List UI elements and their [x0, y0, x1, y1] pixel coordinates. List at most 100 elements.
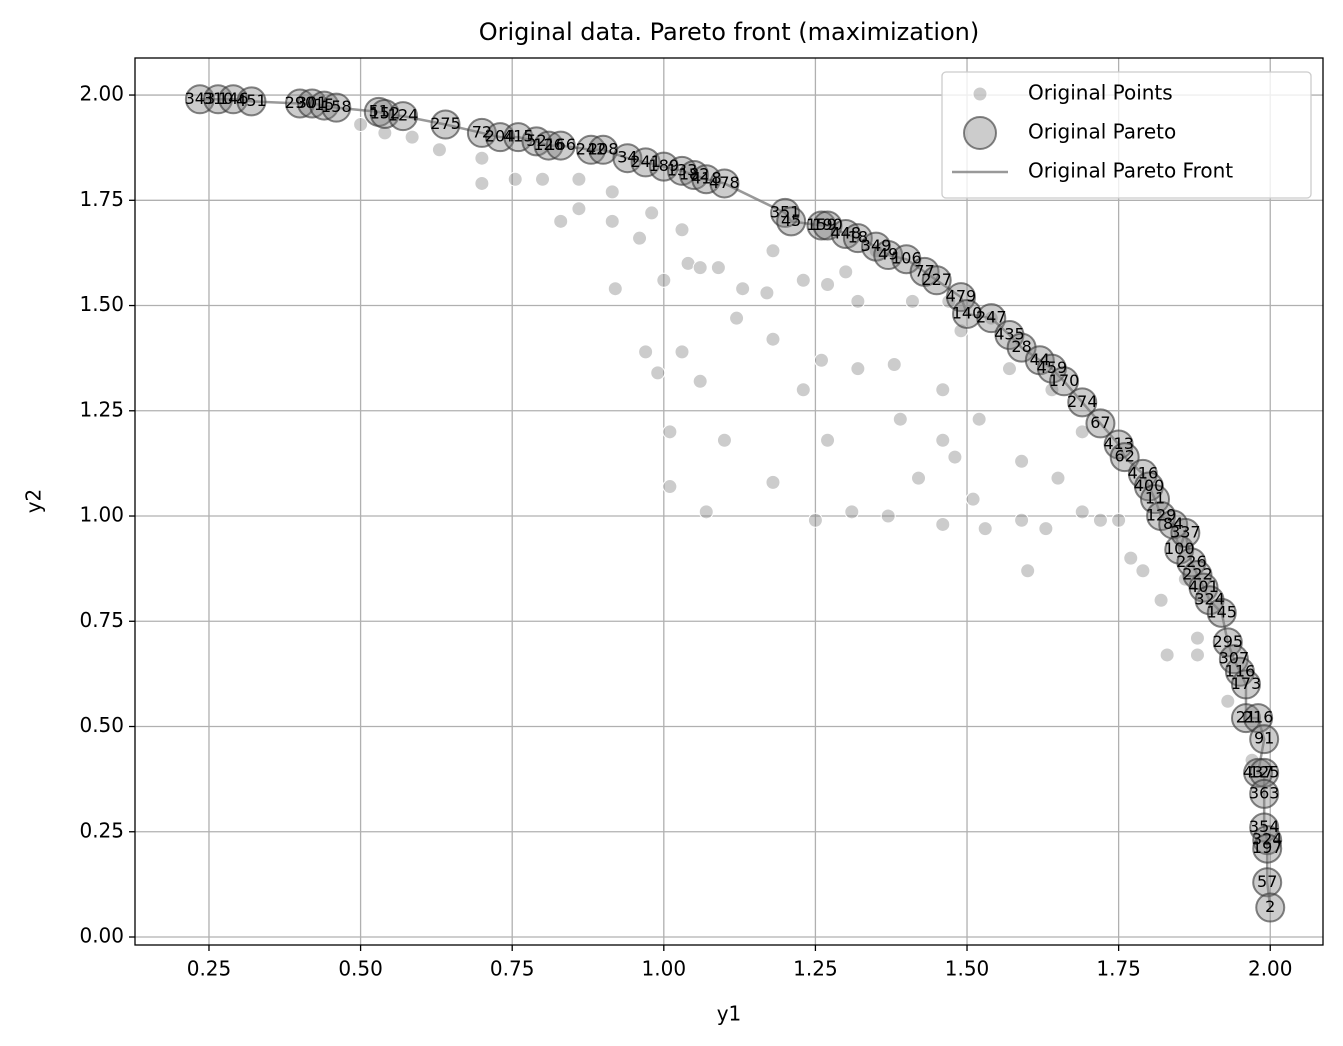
pareto-point-label: 247 [976, 308, 1007, 327]
pareto-point [388, 101, 419, 132]
pareto-point-label: 166 [545, 135, 576, 154]
legend-label: Original Points [1028, 81, 1173, 105]
pareto-point-label: 416 [1128, 463, 1159, 482]
pareto-point-label: 208 [588, 139, 619, 158]
pareto-point-label: 310 [203, 89, 234, 108]
pareto-point [830, 218, 861, 249]
pareto-point-label: 44 [1030, 350, 1050, 369]
pareto-point [430, 109, 461, 140]
original-point [650, 365, 666, 381]
pareto-point-label: 274 [1067, 392, 1098, 411]
original-point [759, 285, 775, 301]
original-point [971, 411, 987, 427]
original-point [735, 281, 751, 297]
x-tick-label: 1.25 [793, 957, 838, 981]
pareto-point [236, 86, 267, 117]
legend-label: Original Pareto Front [1028, 159, 1233, 183]
pareto-point-label: 401 [1188, 577, 1219, 596]
pareto-point [630, 147, 661, 178]
pareto-point-label: 28 [1011, 337, 1031, 356]
y-tick-label: 1.75 [79, 187, 124, 211]
pareto-point-label: 159 [806, 215, 837, 234]
original-point [692, 373, 708, 389]
original-point [604, 184, 620, 200]
pareto-point [297, 88, 328, 119]
pareto-point [691, 164, 722, 195]
pareto-point [648, 151, 679, 182]
x-tick-label: 1.00 [642, 957, 687, 981]
pareto-point [776, 206, 807, 237]
x-axis-label: y1 [717, 1002, 742, 1026]
x-tick-label: 2.00 [1248, 957, 1293, 981]
original-point [1014, 512, 1030, 528]
pareto-point-label: 204 [485, 127, 516, 146]
original-point [911, 470, 927, 486]
original-point [1153, 592, 1169, 608]
pareto-point-label: 72 [472, 122, 492, 141]
pareto-point-label: 100 [1164, 539, 1195, 558]
original-point [404, 129, 420, 145]
pareto-point [921, 265, 952, 296]
pareto-point-label: 324 [1252, 830, 1283, 849]
y-tick-label: 1.50 [79, 292, 124, 316]
pareto-point-label: 290 [285, 93, 316, 112]
pareto-point-label: 363 [1249, 783, 1280, 802]
pareto-point-label: 479 [946, 287, 977, 306]
y-axis-label: y2 [22, 489, 46, 514]
original-point [935, 382, 951, 398]
pareto-point-label: 190 [812, 215, 843, 234]
original-point [892, 411, 908, 427]
x-tick-label: 0.50 [338, 957, 383, 981]
original-point [1189, 630, 1205, 646]
pareto-point-label: 106 [891, 249, 922, 268]
pareto-point-label: 413 [1103, 434, 1134, 453]
original-point [571, 171, 587, 187]
original-point [965, 491, 981, 507]
pareto-point [1206, 597, 1237, 628]
original-point [710, 260, 726, 276]
pareto-point [1194, 585, 1225, 616]
pareto-point-label: 216 [1243, 708, 1274, 727]
y-tick-label: 0.75 [79, 608, 124, 632]
chart-title: Original data. Pareto front (maximizatio… [479, 18, 980, 46]
pareto-point-label: 418 [691, 169, 722, 188]
pareto-point [873, 240, 904, 271]
original-point [1001, 361, 1017, 377]
pareto-point [321, 92, 352, 123]
y-tick-label: 0.00 [79, 924, 124, 948]
pareto-point-label: 435 [994, 325, 1025, 344]
pareto-point-label: 57 [1257, 872, 1277, 891]
y-tick-label: 0.25 [79, 818, 124, 842]
pareto-point-label: 116 [1225, 661, 1256, 680]
original-point [844, 504, 860, 520]
pareto-point-label: 91 [1254, 729, 1274, 748]
y-tick-label: 1.25 [79, 397, 124, 421]
legend-marker [963, 116, 997, 150]
pareto-point-label: 84 [1163, 514, 1183, 533]
legend: Original Points Original Pareto Original P… [941, 71, 1312, 199]
pareto-point-label: 133 [667, 160, 698, 179]
pareto-point [545, 130, 576, 161]
grid [135, 58, 1323, 945]
pareto-point-label: 226 [1176, 552, 1207, 571]
pareto-point [309, 90, 340, 121]
original-point [765, 474, 781, 490]
y-tick-label: 2.00 [79, 82, 124, 106]
pareto-point-label: 49 [878, 245, 898, 264]
original-point [644, 205, 660, 221]
pareto-point [842, 223, 873, 254]
original-point [674, 222, 690, 238]
pareto-point [1255, 892, 1286, 923]
original-point [656, 272, 672, 288]
legend-box [941, 71, 1312, 199]
original-point [820, 276, 836, 292]
original-point [474, 175, 490, 191]
original-point [765, 243, 781, 259]
original-point [638, 344, 654, 360]
pareto-point [533, 130, 564, 161]
pareto-point [1249, 778, 1280, 809]
pareto-point [1252, 825, 1283, 856]
pareto-point [466, 117, 497, 148]
original-point [838, 264, 854, 280]
original-point [474, 150, 490, 166]
